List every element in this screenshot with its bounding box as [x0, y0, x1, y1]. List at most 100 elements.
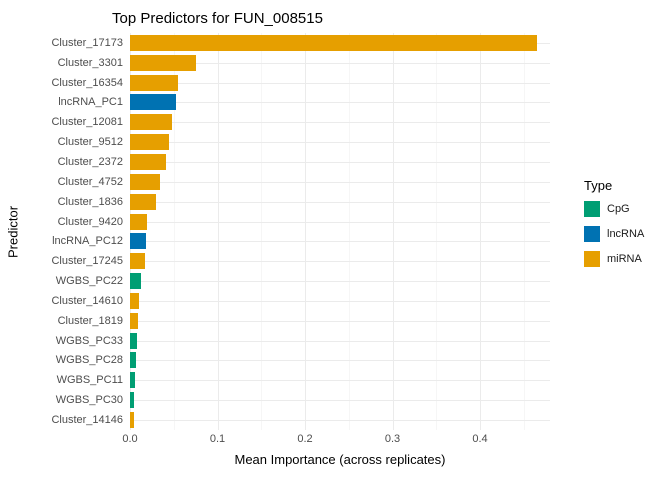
y-tick-label: lncRNA_PC1 [58, 96, 123, 109]
horizontal-gridline [130, 340, 550, 342]
legend-item-miRNA: miRNA [584, 251, 644, 267]
bar-WGBS_PC11 [130, 372, 136, 389]
bar-Cluster_9512 [130, 134, 169, 151]
bar-row [130, 331, 550, 351]
horizontal-gridline [130, 400, 550, 402]
legend-label: CpG [607, 203, 630, 215]
y-tick-label: WGBS_PC30 [55, 394, 123, 407]
bar-row [130, 212, 550, 232]
horizontal-gridline [130, 62, 550, 64]
y-tick-label: WGBS_PC11 [56, 374, 123, 387]
y-tick-label: WGBS_PC33 [55, 334, 123, 347]
x-tick-label: 0.3 [384, 433, 401, 445]
bar-row [130, 410, 550, 430]
bar-row [130, 192, 550, 212]
major-gridline [480, 33, 481, 430]
bar-row [130, 231, 550, 251]
bar-Cluster_17173 [130, 34, 537, 51]
y-tick-label: Cluster_9512 [57, 136, 123, 149]
bar-WGBS_PC22 [130, 273, 142, 290]
bar-Cluster_17245 [130, 253, 145, 270]
x-tick-label: 0.1 [209, 433, 226, 445]
y-tick-label: Cluster_4752 [57, 175, 123, 188]
bar-row [130, 132, 550, 152]
bar-Cluster_16354 [130, 74, 179, 91]
horizontal-gridline [130, 82, 550, 84]
legend-item-lncRNA: lncRNA [584, 226, 644, 242]
y-tick-label: Cluster_16354 [51, 76, 123, 89]
bar-Cluster_1819 [130, 312, 138, 329]
x-tick-label: 0.0 [122, 433, 138, 445]
bar-row [130, 370, 550, 390]
bar-row [130, 112, 550, 132]
x-tick-label: 0.2 [297, 433, 313, 445]
bar-row [130, 291, 550, 311]
y-tick-label: Cluster_1836 [57, 195, 123, 208]
bar-Cluster_14610 [130, 292, 139, 309]
legend-label: miRNA [607, 253, 642, 265]
horizontal-gridline [130, 281, 550, 283]
bar-WGBS_PC33 [130, 332, 137, 349]
x-tick-label: 0.4 [472, 433, 488, 445]
bar-row [130, 93, 550, 113]
x-axis-ticks: 0.0 0.1 0.2 0.3 0.4 [122, 430, 550, 447]
bar-row [130, 251, 550, 271]
y-tick-label: WGBS_PC28 [55, 354, 123, 367]
horizontal-gridline [130, 300, 550, 302]
legend-swatch [584, 251, 600, 267]
y-tick-label: Cluster_2372 [57, 155, 123, 168]
bar-Cluster_3301 [130, 54, 196, 71]
y-tick-label: Cluster_14146 [51, 413, 123, 426]
bar-lncRNA_PC1 [130, 94, 176, 111]
horizontal-gridline [130, 122, 550, 124]
bar-row [130, 172, 550, 192]
major-gridline [392, 33, 394, 430]
bar-row [130, 311, 550, 331]
bar-lncRNA_PC12 [130, 233, 146, 250]
minor-gridline [348, 33, 350, 430]
horizontal-gridline [130, 380, 550, 382]
legend-swatch [584, 226, 600, 242]
bar-row [130, 271, 550, 291]
y-tick-label: Cluster_12081 [51, 116, 123, 129]
y-tick-label: lncRNA_PC12 [52, 235, 123, 248]
legend-swatch [584, 201, 600, 217]
y-tick-label: Cluster_3301 [57, 56, 123, 69]
bar-WGBS_PC30 [130, 392, 135, 409]
horizontal-gridline [130, 360, 550, 362]
y-tick-label: Cluster_17245 [51, 255, 123, 268]
bar-Cluster_4752 [130, 173, 160, 190]
bar-row [130, 351, 550, 371]
bar-row [130, 73, 550, 93]
y-tick-label: Cluster_14610 [51, 294, 123, 307]
legend-label: lncRNA [607, 228, 645, 240]
horizontal-gridline [130, 241, 550, 243]
bar-WGBS_PC28 [130, 352, 137, 369]
minor-gridline [436, 33, 438, 430]
minor-gridline [261, 33, 263, 430]
y-axis-title: Predictor [5, 205, 21, 258]
bar-row [130, 152, 550, 172]
bar-Cluster_12081 [130, 114, 172, 131]
bar-Cluster_2372 [130, 153, 166, 170]
bar-Cluster_1836 [130, 193, 157, 210]
y-tick-label: Cluster_17173 [51, 36, 123, 49]
plot-panel [130, 33, 550, 430]
major-gridline [130, 33, 131, 430]
y-tick-label: Cluster_9420 [57, 215, 123, 228]
chart-area: Predictor Cluster_17173 Cluster_3301 Clust… [4, 33, 550, 473]
horizontal-gridline [130, 201, 550, 203]
bar-Cluster_9420 [130, 213, 148, 230]
horizontal-gridline [130, 142, 550, 144]
bar-row [130, 33, 550, 53]
horizontal-gridline [130, 419, 550, 421]
horizontal-gridline [130, 161, 550, 163]
horizontal-gridline [130, 261, 550, 263]
legend-entries: CpG lncRNA miRNA [584, 201, 644, 276]
legend-title: Type [584, 178, 613, 193]
y-tick-label: WGBS_PC22 [55, 275, 123, 288]
bar-rows [130, 33, 550, 430]
